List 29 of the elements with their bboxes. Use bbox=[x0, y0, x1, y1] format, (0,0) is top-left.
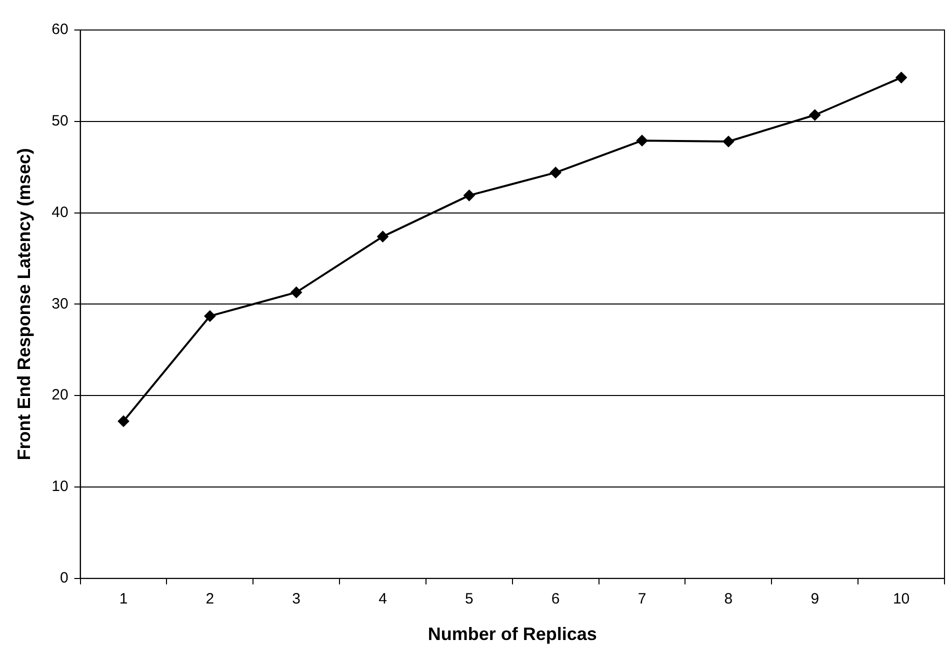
x-tick-label: 10 bbox=[892, 590, 910, 608]
y-tick-label: 20 bbox=[52, 386, 68, 404]
y-tick-label: 10 bbox=[52, 478, 68, 496]
x-tick-label: 8 bbox=[724, 590, 733, 608]
x-tick-label: 1 bbox=[119, 590, 128, 608]
x-tick-label: 6 bbox=[551, 590, 560, 608]
x-tick-label: 9 bbox=[810, 590, 820, 608]
x-tick-label: 7 bbox=[638, 590, 646, 608]
point bbox=[377, 231, 388, 242]
y-tick-label: 0 bbox=[60, 570, 68, 587]
y-tick-label: 50 bbox=[52, 112, 68, 130]
x-tick-label: 5 bbox=[465, 590, 474, 608]
point bbox=[636, 135, 648, 146]
point bbox=[204, 310, 216, 322]
x-tick-label: 3 bbox=[292, 590, 301, 608]
point bbox=[896, 72, 907, 84]
y-tick-label: 60 bbox=[52, 21, 68, 38]
y-axis-title: Front End Response Latency (msec) bbox=[14, 148, 34, 460]
point bbox=[722, 136, 734, 148]
x-tick-label: 4 bbox=[378, 590, 387, 608]
point bbox=[290, 286, 302, 298]
point bbox=[550, 167, 562, 178]
x-axis-title: Number of Replicas bbox=[428, 624, 597, 644]
y-tick-label: 40 bbox=[52, 204, 68, 221]
y-tick-label: 30 bbox=[52, 295, 68, 312]
point bbox=[464, 190, 475, 201]
x-tick-label: 2 bbox=[206, 590, 214, 608]
point bbox=[118, 416, 129, 427]
point bbox=[809, 110, 820, 120]
